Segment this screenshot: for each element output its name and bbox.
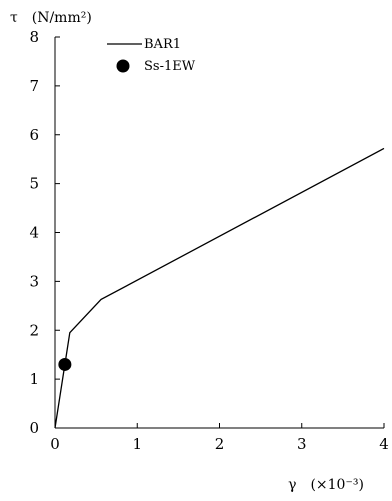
x-tick-label: 4 [379, 435, 389, 453]
legend: BAR1 Ss-1EW [107, 37, 196, 74]
series-layer [54, 147, 385, 429]
y-tick-label: 4 [29, 224, 39, 242]
ticks: 0 1 2 3 4 5 6 7 8 0 1 2 3 4 [29, 28, 388, 453]
legend-label-ss-1ew: Ss-1EW [144, 59, 196, 74]
x-axis-title: γ (×10⁻³) [288, 477, 364, 493]
y-tick-label: 1 [29, 370, 39, 388]
y-tick-label: 7 [29, 77, 39, 95]
y-axis-title: τ (N/mm²) [10, 10, 92, 26]
x-tick-label: 2 [215, 435, 225, 453]
legend-label-bar1: BAR1 [144, 37, 181, 52]
legend-marker-swatch [116, 59, 130, 73]
series-line-bar1 [54, 147, 385, 429]
x-tick-label: 1 [132, 435, 142, 453]
y-tick-label: 5 [29, 175, 39, 193]
y-tick-label: 3 [29, 272, 39, 290]
y-tick-label: 2 [29, 321, 39, 339]
y-tick-label: 8 [29, 28, 39, 46]
y-tick-label: 6 [29, 126, 39, 144]
axes [54, 37, 384, 429]
x-tick-label: 3 [297, 435, 307, 453]
data-point-ss-1ew [58, 357, 72, 371]
x-tick-label: 0 [50, 435, 60, 453]
y-tick-label: 0 [29, 419, 39, 437]
